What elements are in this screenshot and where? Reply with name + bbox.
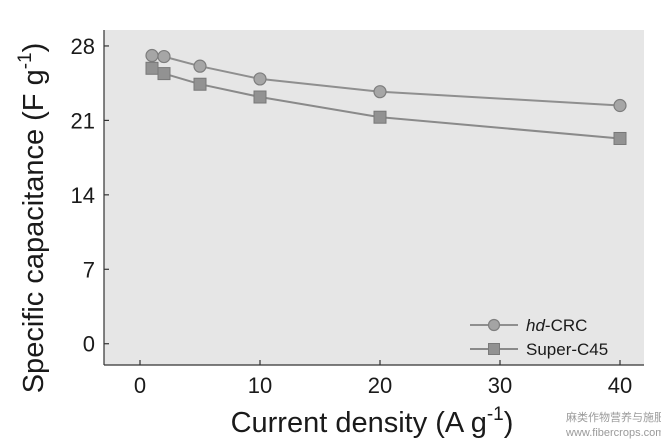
x-axis-title: Current density (A g-1)	[231, 404, 514, 439]
data-point-super-c45	[373, 110, 387, 124]
data-point-super-c45	[157, 67, 171, 81]
x-tick-label: 40	[608, 373, 632, 398]
data-point-hd-crc	[157, 49, 171, 64]
ticks: 0 10 20 30 40 0 7 14 21 28	[71, 34, 633, 398]
y-tick-label: 7	[83, 257, 95, 282]
legend-label-super-c45: Super-C45	[526, 340, 608, 359]
y-tick-label: 21	[71, 108, 95, 133]
watermark: 麻类作物营养与施肥网 www.fibercrops.com	[565, 410, 661, 439]
watermark-line-2: www.fibercrops.com	[565, 427, 661, 439]
y-axis-title: Specific capacitance (F g-1)	[15, 43, 50, 394]
legend: hd-CRC Super-C45	[470, 316, 608, 359]
x-tick-label: 10	[248, 373, 272, 398]
legend-label-hd-crc: hd-CRC	[526, 316, 587, 335]
data-point-hd-crc	[253, 72, 267, 86]
data-point-hd-crc	[193, 59, 207, 73]
series-hd-crc	[145, 48, 627, 113]
data-point-super-c45	[253, 90, 267, 104]
x-axis-title-superscript: -1	[487, 404, 504, 425]
series-layer	[145, 48, 627, 145]
series-super-c45	[145, 61, 627, 145]
x-tick-label: 30	[488, 373, 512, 398]
y-tick-label: 28	[71, 34, 95, 59]
data-point-super-c45	[145, 61, 159, 75]
legend-marker-hd-crc	[487, 318, 501, 332]
data-point-hd-crc	[373, 85, 387, 99]
data-point-super-c45	[613, 131, 627, 145]
data-point-super-c45	[193, 77, 207, 91]
watermark-line-1: 麻类作物营养与施肥网	[566, 410, 661, 424]
data-point-hd-crc	[145, 48, 159, 63]
y-tick-label: 14	[71, 183, 95, 208]
x-tick-label: 0	[134, 373, 146, 398]
y-tick-label: 0	[83, 332, 95, 357]
x-tick-label: 20	[368, 373, 392, 398]
data-point-hd-crc	[613, 98, 627, 113]
y-axis-title-superscript: -1	[15, 52, 36, 69]
axes	[103, 30, 644, 366]
legend-marker-super-c45	[488, 343, 500, 355]
